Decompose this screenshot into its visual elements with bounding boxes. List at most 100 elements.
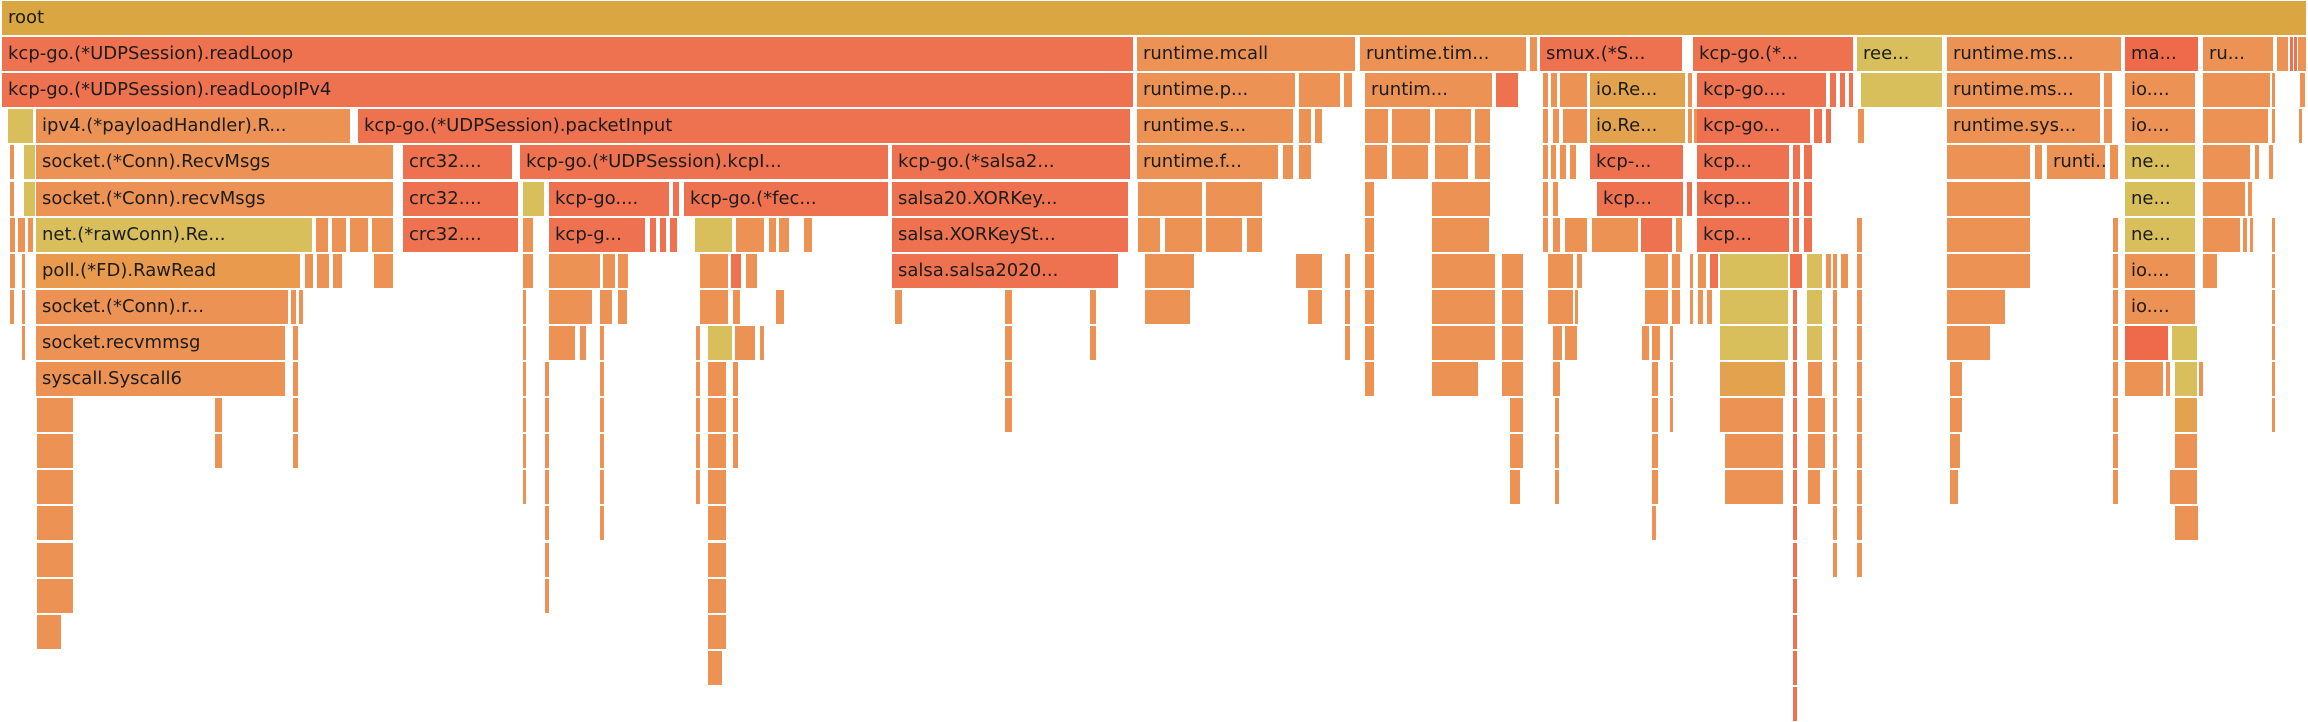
frame-cell[interactable] (1510, 470, 1520, 504)
frame-cell[interactable] (1543, 109, 1548, 143)
frame-cell[interactable] (1592, 218, 1638, 252)
frame-cell[interactable] (549, 326, 575, 360)
frame-cell[interactable] (1299, 109, 1311, 143)
frame-cell[interactable] (2300, 73, 2305, 107)
frame-cell[interactable] (696, 470, 700, 504)
frame-cell[interactable] (2199, 362, 2203, 396)
frame-cell[interactable] (696, 434, 700, 468)
frame-salsa20-xorkey[interactable]: salsa20.XORKey... (892, 182, 1128, 216)
frame-cell[interactable] (1432, 362, 1478, 396)
frame-cell[interactable] (24, 182, 35, 216)
frame-cell[interactable] (2113, 362, 2118, 396)
frame-cell[interactable] (2113, 470, 2118, 504)
frame-cell[interactable] (1510, 398, 1523, 432)
frame-cell[interactable] (28, 218, 33, 252)
frame-cell[interactable] (2113, 218, 2118, 252)
frame-cell[interactable] (1793, 470, 1797, 504)
frame-cell[interactable] (708, 615, 726, 649)
frame-cell[interactable] (1857, 398, 1862, 432)
frame-cell[interactable] (1641, 218, 1672, 252)
frame-cell[interactable] (660, 218, 666, 252)
frame-cell[interactable] (779, 218, 789, 252)
frame-cell[interactable] (2277, 37, 2288, 71)
frame-cell[interactable] (1857, 254, 1862, 288)
frame-root[interactable]: root (2, 1, 2306, 35)
frame-cell[interactable] (1365, 290, 1374, 324)
frame-cell[interactable] (545, 506, 549, 540)
frame-cell[interactable] (700, 290, 728, 324)
frame-cell[interactable] (1005, 290, 1012, 324)
frame-cell[interactable] (1720, 326, 1788, 360)
frame-cell[interactable] (37, 470, 73, 504)
frame-cell[interactable] (600, 362, 604, 396)
frame-cell[interactable] (37, 579, 73, 613)
frame-runtime-mcall[interactable]: runtime.mcall (1137, 37, 1355, 71)
frame-cell[interactable] (696, 398, 700, 432)
frame-kcp[interactable]: kcp... (1697, 182, 1789, 216)
frame-cell[interactable] (1947, 218, 2030, 252)
frame-cell[interactable] (1947, 290, 2005, 324)
frame-cell[interactable] (1496, 73, 1518, 107)
frame-cell[interactable] (523, 182, 544, 216)
frame-cell[interactable] (1833, 398, 1837, 432)
frame-cell[interactable] (1652, 326, 1660, 360)
frame-cell[interactable] (1690, 254, 1693, 288)
frame-cell[interactable] (1299, 73, 1340, 107)
frame-cell[interactable] (1793, 290, 1797, 324)
frame-cell[interactable] (1555, 470, 1559, 504)
frame-cell[interactable] (1555, 434, 1559, 468)
frame-cell[interactable] (1857, 218, 1862, 252)
frame-cell[interactable] (2166, 362, 2170, 396)
frame-cell[interactable] (1858, 109, 1864, 143)
frame-kcp-go[interactable]: kcp-go.(*... (1693, 37, 1853, 71)
frame-cell[interactable] (1553, 218, 1560, 252)
frame-cell[interactable] (215, 398, 222, 432)
frame-cell[interactable] (2175, 434, 2197, 468)
frame-cell[interactable] (2170, 470, 2197, 504)
frame-cell[interactable] (580, 326, 586, 360)
frame-cell[interactable] (10, 290, 14, 324)
frame-cell[interactable] (2203, 73, 2270, 107)
frame-cell[interactable] (1670, 362, 1673, 396)
frame-ree[interactable]: ree... (1857, 37, 1942, 71)
frame-cell[interactable] (1551, 73, 1557, 107)
frame-cell[interactable] (650, 218, 656, 252)
frame-cell[interactable] (600, 290, 612, 324)
frame-cell[interactable] (736, 218, 764, 252)
frame-cell[interactable] (1543, 182, 1548, 216)
frame-cell[interactable] (1814, 109, 1822, 143)
frame-cell[interactable] (1833, 543, 1837, 577)
frame-cell[interactable] (1687, 182, 1692, 216)
frame-cell[interactable] (2113, 290, 2118, 324)
frame-cell[interactable] (1950, 398, 1962, 432)
frame-crc32[interactable]: crc32.... (403, 218, 518, 252)
frame-cell[interactable] (2243, 218, 2247, 252)
frame-cell[interactable] (733, 434, 738, 468)
frame-kcp-go-salsa2[interactable]: kcp-go.(*salsa2... (892, 145, 1130, 179)
frame-runtime-ms[interactable]: runtime.ms... (1947, 37, 2121, 71)
frame-kcp[interactable]: kcp... (1597, 182, 1683, 216)
frame-cell[interactable] (1365, 182, 1374, 216)
frame-cell[interactable] (1392, 145, 1428, 179)
frame-cell[interactable] (618, 254, 628, 288)
frame-cell[interactable] (1315, 109, 1322, 143)
frame-crc32[interactable]: crc32.... (403, 182, 518, 216)
frame-cell[interactable] (1560, 73, 1587, 107)
frame-cell[interactable] (731, 254, 741, 288)
frame-cell[interactable] (1808, 398, 1825, 432)
frame-cell[interactable] (1475, 145, 1490, 179)
frame-cell[interactable] (293, 434, 298, 468)
frame-cell[interactable] (1543, 145, 1548, 179)
frame-cell[interactable] (1793, 434, 1797, 468)
frame-cell[interactable] (299, 290, 303, 324)
frame-cell[interactable] (670, 218, 677, 252)
frame-cell[interactable] (1793, 687, 1797, 721)
frame-cell[interactable] (1670, 326, 1673, 360)
frame-ipv4-payloadhandler-r[interactable]: ipv4.(*payloadHandler).R... (36, 109, 350, 143)
frame-cell[interactable] (1652, 470, 1658, 504)
frame-cell[interactable] (708, 579, 726, 613)
frame-runti[interactable]: runti... (2047, 145, 2105, 179)
frame-cell[interactable] (1548, 290, 1573, 324)
frame-cell[interactable] (293, 362, 298, 396)
frame-cell[interactable] (1672, 290, 1680, 324)
